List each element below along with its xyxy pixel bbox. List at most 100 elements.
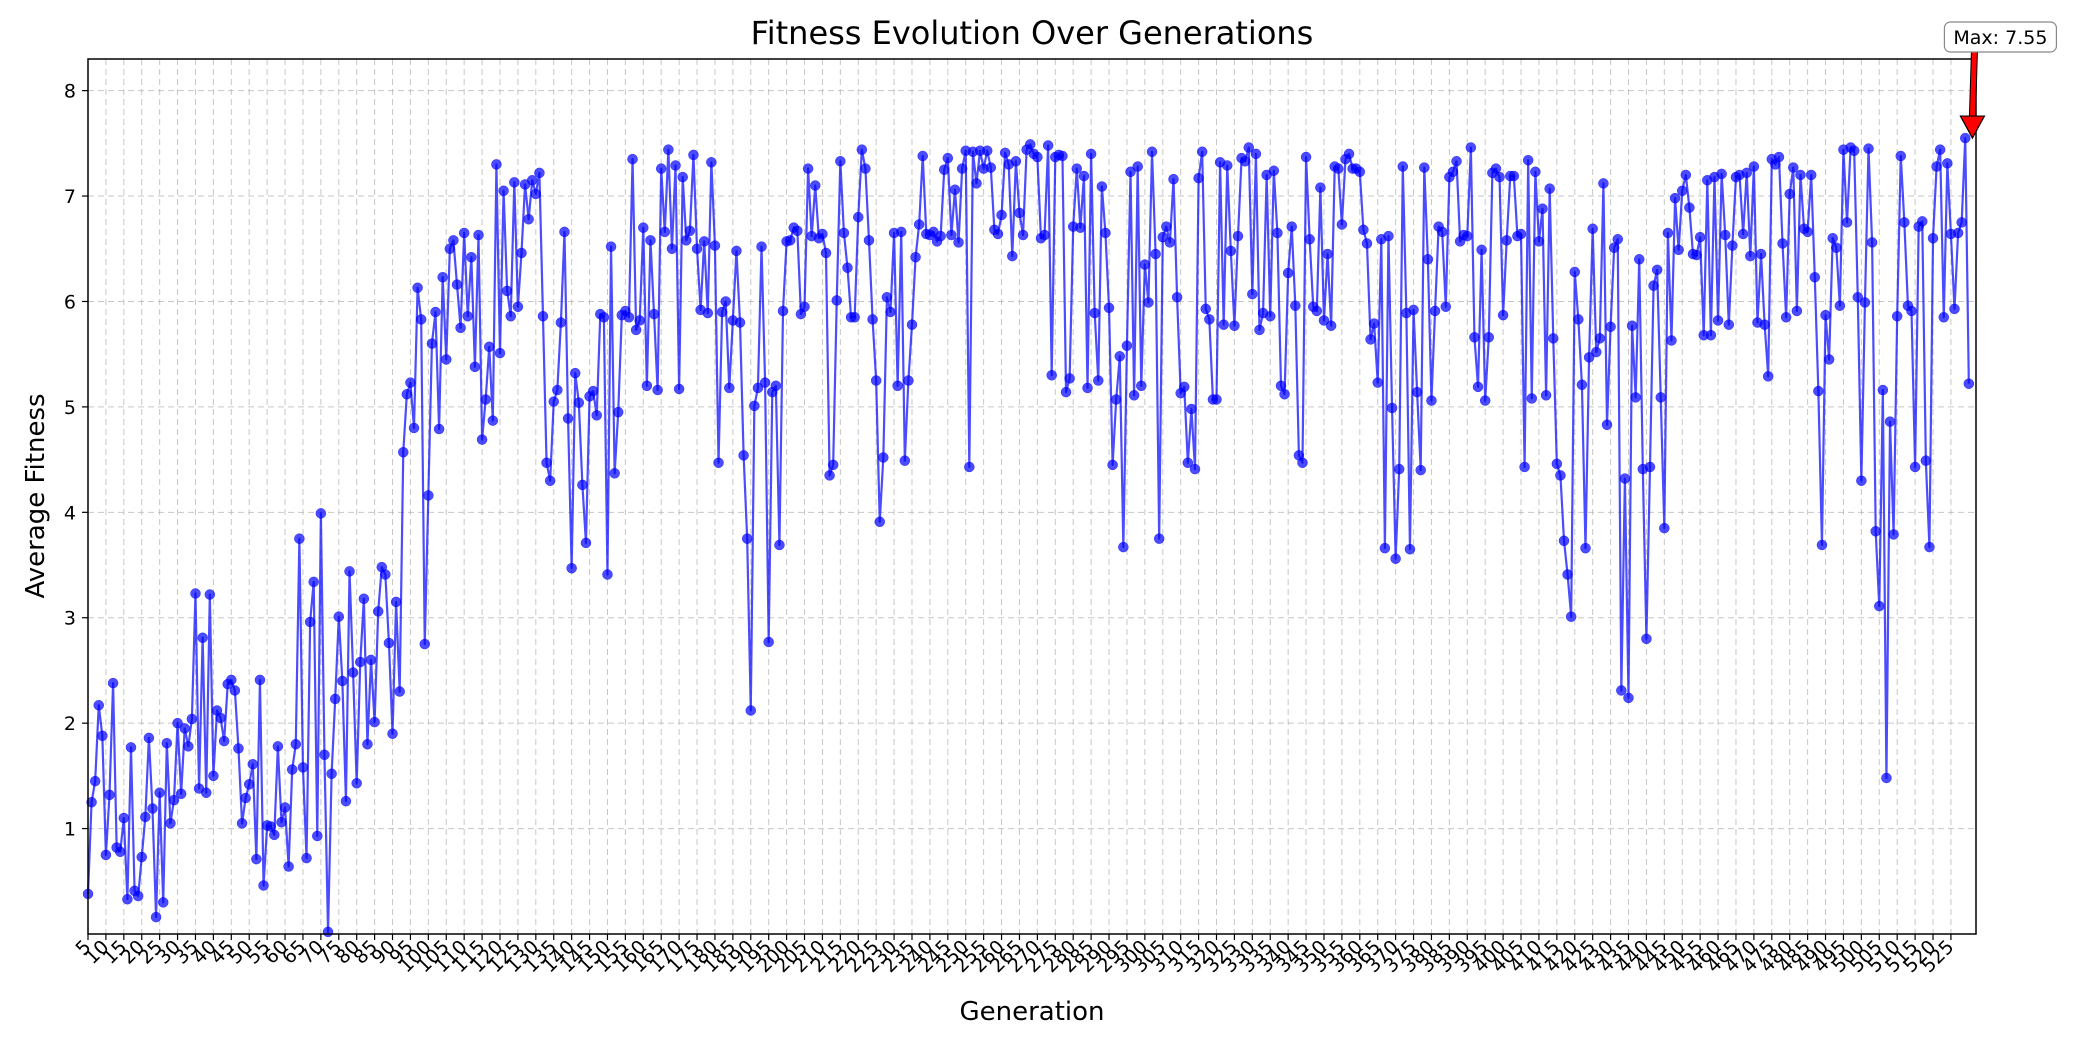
data-point [849,312,860,323]
data-point [1823,354,1835,365]
data-point [1551,458,1563,470]
data-point [451,279,463,290]
data-point [580,537,592,549]
data-point [1705,329,1717,341]
data-point [1562,569,1573,580]
data-point [1859,297,1871,308]
data-point [1304,234,1315,245]
data-point [906,319,918,330]
data-point [254,674,266,686]
data-point [297,762,309,773]
data-point [573,397,585,408]
data-point [197,632,208,644]
data-point [1372,377,1383,388]
data-point [1232,230,1244,242]
data-point [910,251,921,263]
data-point [641,380,653,392]
annotation-text: Max: 7.55 [1953,27,2047,49]
data-point [1680,169,1692,181]
data-point [1046,370,1057,381]
data-point [913,219,925,230]
data-point [315,508,327,519]
data-point [1128,390,1140,401]
data-point [423,490,434,501]
data-point [1322,248,1333,260]
data-point [1089,307,1100,319]
data-point [1605,321,1616,333]
data-point [552,384,563,396]
data-point [1651,264,1663,276]
data-point [1795,169,1806,181]
data-point [190,588,201,599]
data-point [1032,151,1043,163]
data-point [1712,315,1724,326]
data-point [663,144,674,155]
data-point [419,638,431,650]
data-point [1841,217,1853,228]
data-point [229,685,241,696]
data-point [1773,151,1785,163]
data-point [935,230,946,242]
data-point [548,396,559,407]
data-point [1100,227,1111,239]
data-point [1139,259,1151,270]
data-point [308,576,319,588]
data-point [860,163,871,174]
data-point [985,162,997,173]
data-point [1755,248,1767,260]
data-point [903,375,914,386]
data-point [638,222,649,233]
data-point [175,788,187,800]
data-point [602,569,613,580]
data-point [283,861,294,872]
data-point [390,596,402,608]
data-point [337,675,348,687]
data-point [953,237,964,248]
data-point [1963,378,1975,389]
data-point [1189,463,1201,475]
data-point [684,225,696,237]
data-point [1436,226,1448,238]
data-point [853,211,864,223]
data-point [157,897,169,908]
data-point [706,157,717,168]
data-point [1243,142,1254,153]
data-point [709,240,721,251]
data-point [1956,217,1967,228]
data-point [1960,132,1971,144]
data-point [1415,464,1426,476]
data-point [885,306,896,318]
data-point [1805,169,1817,181]
data-point [1451,156,1462,167]
data-point [1644,461,1656,473]
data-point [874,516,885,528]
data-point [1515,228,1527,240]
data-point [1118,541,1129,553]
data-point [971,178,982,189]
data-point [226,674,237,686]
data-point [165,818,176,829]
data-point [1114,351,1126,362]
data-point [756,241,767,252]
data-point [161,737,173,749]
data-point [1082,382,1093,394]
data-point [365,654,377,666]
data-point [1168,173,1179,185]
data-point [792,225,803,237]
data-point [1655,392,1666,403]
data-point [731,245,742,257]
data-point [817,228,828,240]
data-point [1863,143,1874,154]
data-point [1684,202,1695,213]
data-point [107,677,119,689]
data-point [114,846,126,858]
data-point [1390,553,1401,564]
data-point [1888,529,1899,540]
series-markers [82,132,1975,938]
data-point [218,735,230,747]
data-point [1555,470,1566,481]
data-point [1530,166,1541,178]
data-point [97,730,108,742]
data-point [1494,171,1505,183]
data-point [673,383,685,395]
